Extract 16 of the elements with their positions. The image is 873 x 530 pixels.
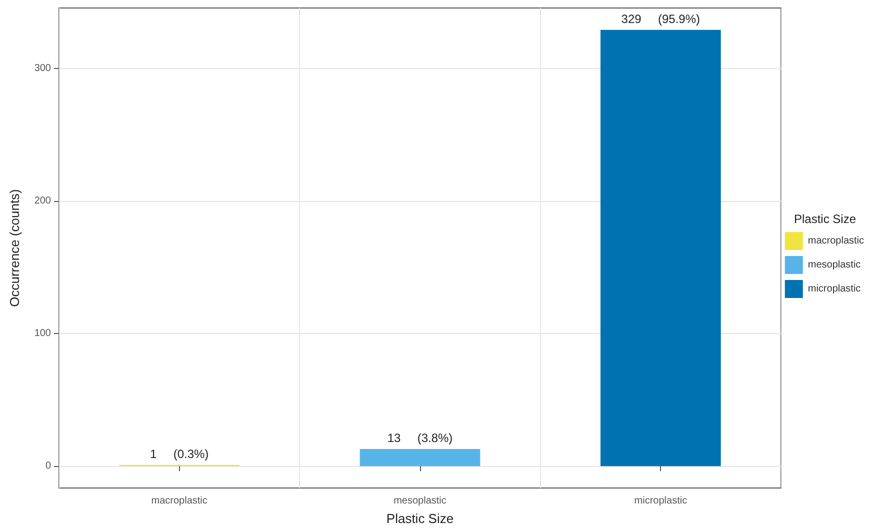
x-tick-label: microplastic	[634, 496, 688, 506]
y-tick-label: 0	[45, 460, 52, 472]
legend-title: Plastic Size	[794, 212, 856, 226]
y-tick-label: 100	[34, 328, 52, 340]
legend-label: mesoplastic	[808, 260, 861, 270]
y-tick-label: 300	[34, 62, 52, 74]
x-tick-label: mesoplastic	[394, 496, 446, 506]
legend-label: macroplastic	[808, 236, 864, 246]
y-tick-label: 200	[34, 195, 52, 206]
data-label: 1 (0.3%)	[150, 446, 209, 461]
legend-label: microplastic	[808, 284, 861, 294]
x-axis-title: Plastic Size	[386, 511, 454, 526]
data-label: 13 (3.8%)	[387, 430, 453, 445]
data-label: 329 (95.9%)	[621, 12, 700, 26]
x-tick-label: macroplastic	[151, 496, 208, 506]
y-axis-title: Occurrence (counts)	[7, 189, 22, 307]
